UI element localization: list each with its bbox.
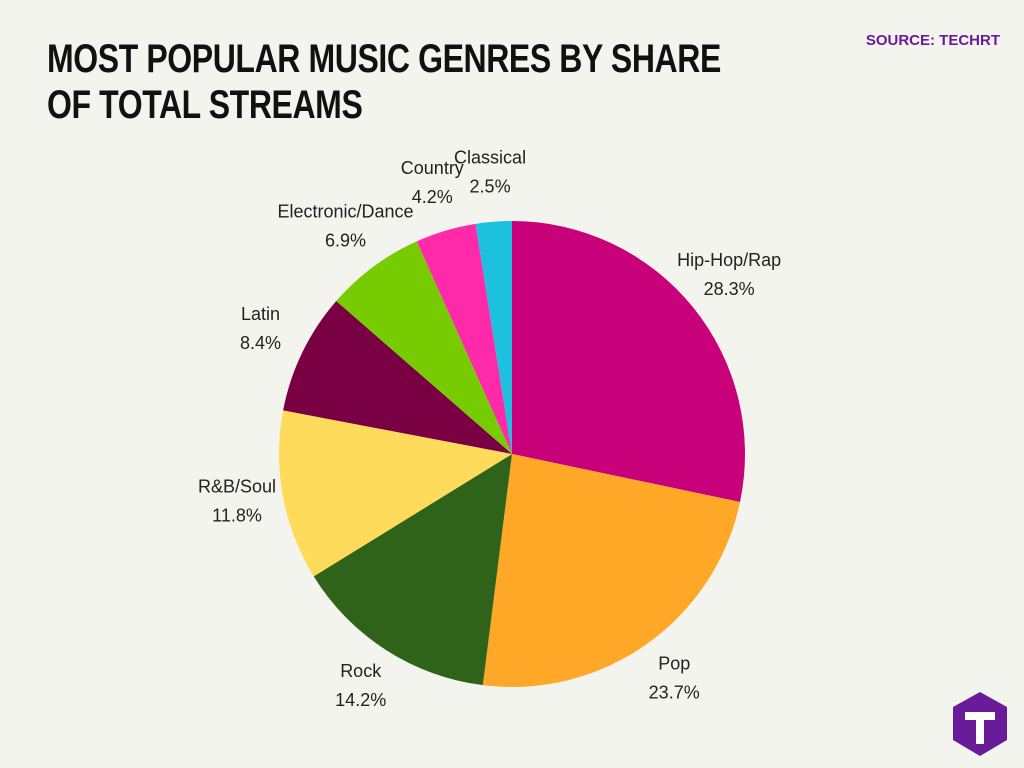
value-label: 4.2% xyxy=(412,187,453,207)
value-label: 14.2% xyxy=(335,690,386,710)
value-label: 11.8% xyxy=(212,506,262,526)
pie-slice xyxy=(279,410,512,577)
logo xyxy=(953,692,1007,756)
slice-label: Rock xyxy=(340,661,382,681)
slice-label: R&B/Soul xyxy=(198,477,276,497)
slice-label: Hip-Hop/Rap xyxy=(677,250,781,270)
pie-slice xyxy=(283,301,512,454)
slice-label: Electronic/Dance xyxy=(277,201,413,221)
value-label: 28.3% xyxy=(704,279,755,299)
pie-slice xyxy=(512,221,745,502)
slice-label: Pop xyxy=(658,654,690,674)
source: SOURCE: TECHRT xyxy=(865,32,1000,49)
value-label: 2.5% xyxy=(470,176,511,196)
slice-label: Latin xyxy=(241,304,280,324)
value-label: 8.4% xyxy=(240,333,281,353)
pie-slice xyxy=(482,454,741,687)
pie-slice xyxy=(416,223,512,454)
value-label: 23.7% xyxy=(649,683,700,703)
pie-slice xyxy=(336,241,512,454)
slice-label: Country xyxy=(401,158,464,178)
slice-label: Classical xyxy=(454,147,526,167)
pie-slice xyxy=(475,221,512,454)
chart-title: MOST POPULAR MUSIC GENRES BY SHARE OF TO… xyxy=(47,37,721,127)
pie-slice xyxy=(313,454,512,686)
value-label: 6.9% xyxy=(325,230,366,250)
